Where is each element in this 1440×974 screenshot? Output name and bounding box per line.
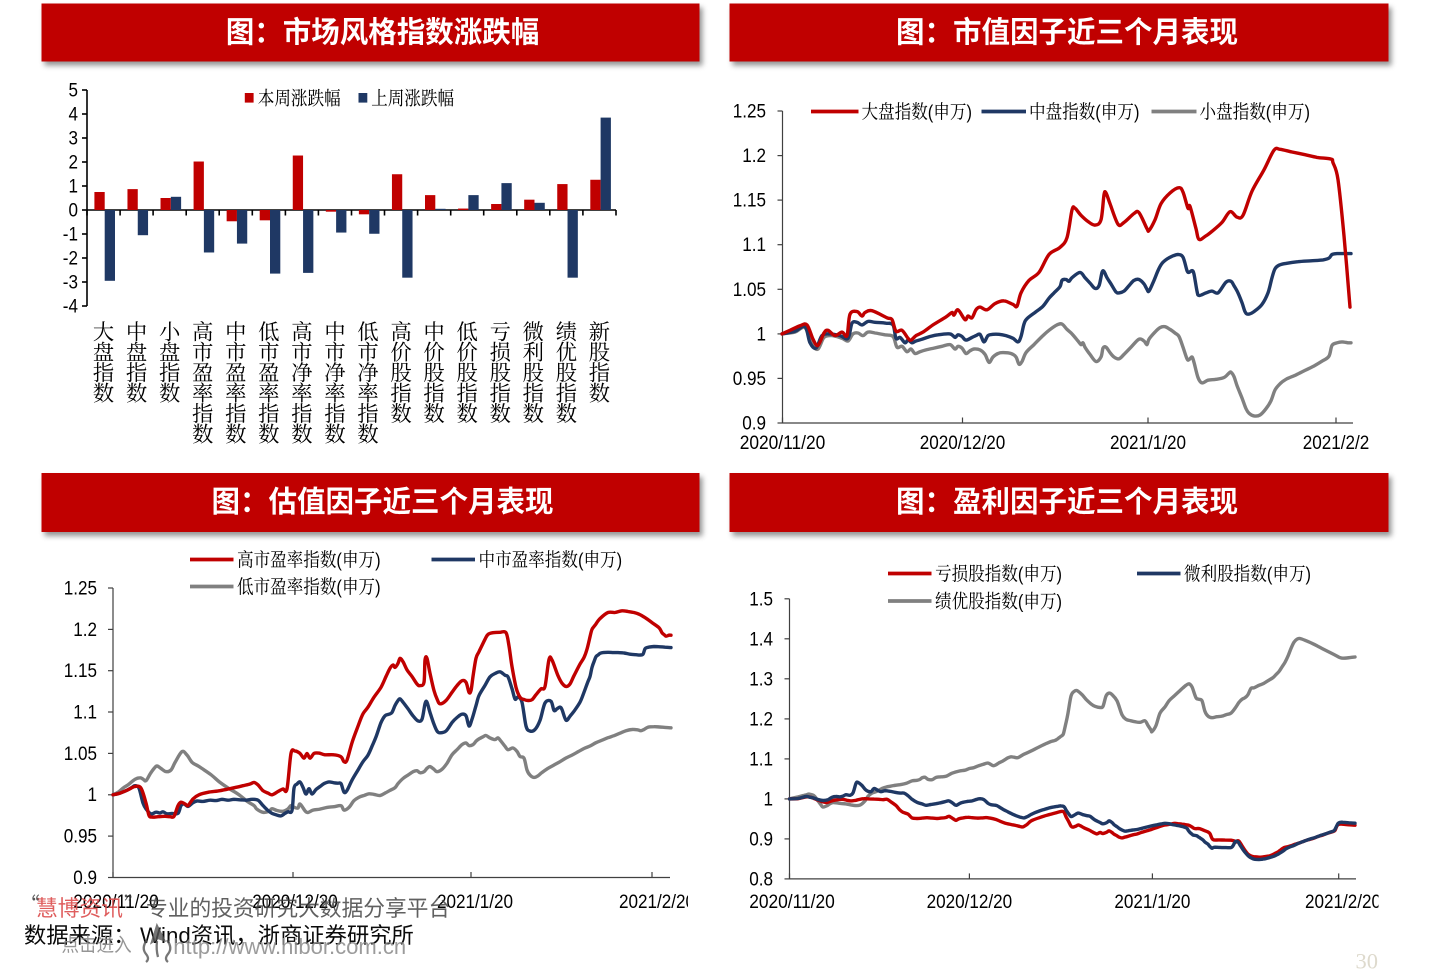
- svg-text:0.95: 0.95: [733, 369, 766, 390]
- svg-text:Wind: Wind: [140, 923, 191, 948]
- svg-text:(: (: [1267, 564, 1273, 586]
- svg-text:-2: -2: [63, 249, 78, 270]
- svg-text:2021/2/2: 2021/2/2: [1303, 433, 1370, 454]
- svg-text:2020/11/20: 2020/11/20: [73, 892, 159, 913]
- svg-text:30: 30: [1356, 949, 1379, 974]
- svg-text:): ): [967, 102, 973, 124]
- svg-text:1.2: 1.2: [73, 620, 97, 641]
- svg-text:): ): [1305, 102, 1311, 124]
- svg-text:-3: -3: [63, 273, 78, 294]
- svg-text:2020/12/20: 2020/12/20: [920, 433, 1006, 454]
- svg-text:2020/11/20: 2020/11/20: [740, 433, 826, 454]
- svg-text:0: 0: [69, 201, 79, 222]
- svg-text:1: 1: [88, 785, 98, 806]
- svg-text:): ): [375, 550, 381, 572]
- svg-text:0.8: 0.8: [749, 869, 773, 890]
- svg-text:): ): [1306, 564, 1312, 586]
- svg-text:(: (: [1095, 102, 1101, 124]
- svg-text:(: (: [578, 550, 584, 572]
- svg-text:(: (: [928, 102, 934, 124]
- svg-text:4: 4: [69, 105, 79, 126]
- svg-text:): ): [1057, 591, 1063, 613]
- svg-text:-1: -1: [63, 225, 78, 246]
- svg-text:1: 1: [764, 789, 774, 810]
- svg-text:5: 5: [69, 81, 79, 102]
- svg-text:1.2: 1.2: [742, 146, 766, 167]
- svg-text:(: (: [336, 550, 342, 572]
- svg-text:1.5: 1.5: [749, 589, 773, 610]
- svg-text:1.1: 1.1: [73, 703, 97, 724]
- svg-text:1.15: 1.15: [733, 191, 766, 212]
- svg-text:2020/12/20: 2020/12/20: [927, 892, 1013, 913]
- svg-text:1.4: 1.4: [749, 629, 773, 650]
- svg-text:2: 2: [69, 153, 79, 174]
- svg-text:2021/1/20: 2021/1/20: [1114, 892, 1190, 913]
- svg-text:0.9: 0.9: [742, 414, 766, 435]
- svg-text:1.05: 1.05: [733, 280, 766, 301]
- svg-text:1.1: 1.1: [742, 235, 766, 256]
- svg-text:(: (: [1266, 102, 1272, 124]
- svg-text:-4: -4: [63, 297, 79, 318]
- svg-text:2021/1/20: 2021/1/20: [437, 892, 513, 913]
- svg-text:(: (: [1018, 564, 1024, 586]
- svg-text:1.25: 1.25: [733, 102, 766, 123]
- svg-text:): ): [617, 550, 623, 572]
- svg-text:): ): [375, 577, 381, 599]
- svg-text:1.3: 1.3: [749, 669, 773, 690]
- svg-text:(: (: [336, 577, 342, 599]
- svg-text:1.2: 1.2: [749, 709, 773, 730]
- svg-text:1.15: 1.15: [64, 661, 97, 682]
- svg-text:): ): [1057, 564, 1063, 586]
- svg-text:0.9: 0.9: [749, 829, 773, 850]
- svg-text:1.25: 1.25: [64, 579, 97, 600]
- svg-text:http://www.hibor.com.cn: http://www.hibor.com.cn: [173, 934, 406, 959]
- svg-text:0.9: 0.9: [73, 868, 97, 889]
- svg-text:2021/2/20: 2021/2/20: [619, 892, 695, 913]
- svg-text:0.95: 0.95: [64, 827, 97, 848]
- svg-text:1.05: 1.05: [64, 744, 97, 765]
- svg-text:3: 3: [69, 129, 79, 150]
- svg-text:2021/1/20: 2021/1/20: [1110, 433, 1186, 454]
- svg-text:1: 1: [757, 324, 767, 345]
- svg-text:1.1: 1.1: [749, 749, 773, 770]
- svg-text:2021/2/20: 2021/2/20: [1305, 892, 1381, 913]
- svg-text:): ): [1134, 102, 1140, 124]
- svg-text:1: 1: [69, 177, 79, 198]
- svg-text:(: (: [1018, 591, 1024, 613]
- svg-text:2020/11/20: 2020/11/20: [749, 892, 835, 913]
